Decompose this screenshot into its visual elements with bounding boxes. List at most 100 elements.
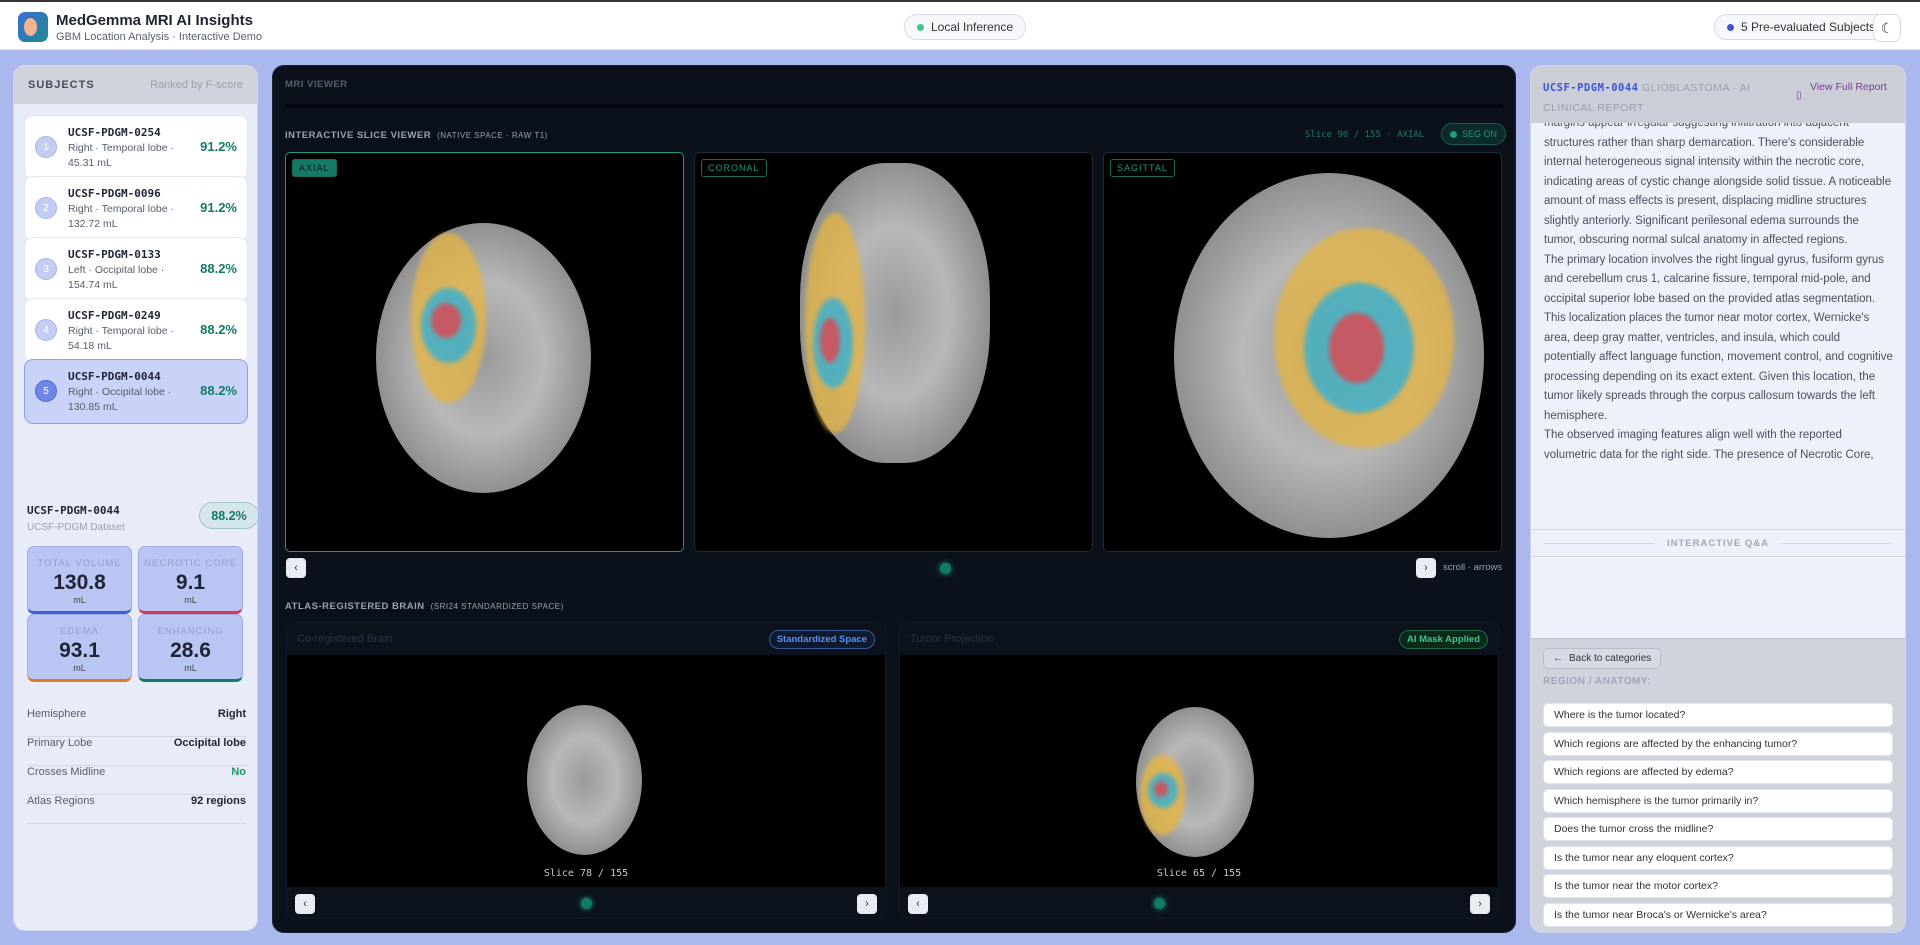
subject-card[interactable]: 4 UCSF-PDGM-0249 Right · Temporal lobe ·… bbox=[24, 298, 248, 363]
subject-id: UCSF-PDGM-0133 bbox=[68, 248, 161, 261]
next-slice-button[interactable]: › bbox=[1470, 894, 1490, 914]
metric-label: TOTAL VOLUME bbox=[37, 558, 122, 569]
row-value: No bbox=[231, 766, 246, 778]
view-label: CORONAL bbox=[701, 159, 767, 177]
subject-desc: Right · Temporal lobe · 132.72 mL bbox=[68, 203, 175, 230]
sagittal-view[interactable]: SAGITTAL bbox=[1103, 152, 1502, 552]
question-button[interactable]: Where is the tumor located? bbox=[1543, 703, 1893, 727]
subject-desc: Right · Occipital lobe · 130.85 mL bbox=[68, 386, 172, 413]
row-value: 92 regions bbox=[190, 795, 246, 807]
status-dot-icon bbox=[917, 23, 924, 31]
metric-card: EDEMA 93.1 mL bbox=[27, 614, 132, 682]
rank-badge: 4 bbox=[35, 319, 57, 341]
slice-label: Slice 65 / 155 bbox=[1156, 868, 1242, 879]
row-label: Hemisphere bbox=[27, 708, 87, 720]
slice-viewer-subtitle: (NATIVE SPACE · RAW T1) bbox=[437, 131, 548, 140]
report-text[interactable]: margins appear irregular suggesting infi… bbox=[1544, 123, 1894, 529]
slice-info: Slice 90 / 155 · AXIAL bbox=[1305, 130, 1425, 140]
rank-badge: 5 bbox=[35, 380, 57, 402]
atlas-title: ATLAS-REGISTERED BRAIN bbox=[285, 601, 425, 612]
question-button[interactable]: Which regions are affected by edema? bbox=[1543, 760, 1893, 784]
info-row: Atlas Regions 92 regions bbox=[27, 795, 246, 824]
subject-card[interactable]: 2 UCSF-PDGM-0096 Right · Temporal lobe ·… bbox=[24, 176, 248, 241]
info-row: Hemisphere Right bbox=[27, 708, 246, 737]
subject-id: UCSF-PDGM-0254 bbox=[68, 126, 161, 139]
panel-title: Co-registered Brain bbox=[297, 633, 393, 645]
coregistered-brain-panel: Co-registered Brain Standardized Space Sl… bbox=[286, 622, 886, 919]
question-button[interactable]: Is the tumor near Broca's or Wernicke's … bbox=[1543, 902, 1893, 927]
subjects-count-label: 5 Pre-evaluated Subjects bbox=[1741, 20, 1876, 34]
subject-desc: Right · Temporal lobe · 54.18 mL bbox=[68, 325, 175, 352]
back-label: Back to categories bbox=[1569, 653, 1652, 664]
question-button[interactable]: Which regions are affected by the enhanc… bbox=[1543, 731, 1893, 756]
atlas-subtitle: (SRI24 STANDARDIZED SPACE) bbox=[430, 602, 564, 611]
question-button[interactable]: Is the tumor near the motor cortex? bbox=[1543, 874, 1893, 898]
subject-card[interactable]: 5 UCSF-PDGM-0044 Right · Occipital lobe … bbox=[24, 359, 248, 424]
subjects-panel: SUBJECTS Ranked by F-score 1 UCSF-PDGM-02… bbox=[13, 65, 258, 931]
metric-unit: mL bbox=[184, 663, 197, 673]
metric-label: ENHANCING bbox=[157, 626, 224, 637]
slice-slider-handle[interactable] bbox=[1154, 898, 1165, 909]
subject-id: UCSF-PDGM-0044 bbox=[68, 370, 161, 383]
report-title: GLIOBLASTOMA · AI CLINICAL REPORT bbox=[1543, 82, 1751, 114]
subject-desc: Left · Occipital lobe · 154.74 mL bbox=[68, 264, 165, 291]
seg-toggle[interactable]: SEG ON bbox=[1441, 123, 1507, 145]
metric-card: ENHANCING 28.6 mL bbox=[138, 614, 243, 682]
metric-unit: mL bbox=[73, 663, 86, 673]
report-subject-id: UCSF-PDGM-0044 bbox=[1543, 82, 1639, 94]
brain-logo-icon bbox=[18, 12, 48, 42]
back-to-categories-button[interactable]: ← Back to categories bbox=[1543, 648, 1662, 669]
metric-value: 28.6 bbox=[170, 639, 211, 662]
slice-slider-handle[interactable] bbox=[940, 563, 951, 574]
row-label: Primary Lobe bbox=[27, 737, 93, 749]
metric-card: NECROTIC CORE 9.1 mL bbox=[138, 546, 243, 614]
theme-toggle-moon-icon[interactable]: ☾ bbox=[1873, 14, 1901, 42]
subject-card[interactable]: 3 UCSF-PDGM-0133 Left · Occipital lobe ·… bbox=[24, 237, 248, 302]
prev-slice-button[interactable]: ‹ bbox=[286, 558, 306, 578]
toggle-dot-icon bbox=[1450, 130, 1457, 138]
rank-badge: 2 bbox=[35, 197, 57, 219]
qa-divider: INTERACTIVE Q&A bbox=[1531, 529, 1905, 557]
prev-slice-button[interactable]: ‹ bbox=[908, 894, 928, 914]
rank-badge: 1 bbox=[35, 136, 57, 158]
subjects-count-badge: 5 Pre-evaluated Subjects bbox=[1714, 14, 1889, 40]
metric-value: 9.1 bbox=[175, 571, 206, 594]
divider bbox=[285, 104, 1503, 108]
category-label: REGION / ANATOMY: bbox=[1543, 676, 1652, 687]
info-row: Crosses Midline No bbox=[27, 766, 246, 795]
slice-slider-handle[interactable] bbox=[581, 898, 592, 909]
report-paragraph: The primary location involves the right … bbox=[1544, 253, 1893, 422]
subject-score: 91.2% bbox=[200, 200, 237, 215]
row-label: Crosses Midline bbox=[27, 766, 106, 778]
next-slice-button[interactable]: › bbox=[1416, 558, 1436, 578]
ai-mask-badge: AI Mask Applied bbox=[1398, 629, 1488, 649]
mri-viewer-panel: MRI VIEWER INTERACTIVE SLICE VIEWER (NATI… bbox=[272, 65, 1516, 933]
metric-label: EDEMA bbox=[60, 626, 99, 637]
view-full-report-link[interactable]: ▯ View Full Report bbox=[1796, 80, 1896, 101]
coronal-view[interactable]: CORONAL bbox=[694, 152, 1093, 552]
subject-card[interactable]: 1 UCSF-PDGM-0254 Right · Temporal lobe ·… bbox=[24, 115, 248, 180]
row-value: Right bbox=[217, 708, 246, 720]
question-button[interactable]: Does the tumor cross the midline? bbox=[1543, 817, 1893, 841]
metric-value: 93.1 bbox=[59, 639, 100, 662]
subject-score: 88.2% bbox=[200, 261, 237, 276]
report-paragraph: margins appear irregular suggesting infi… bbox=[1544, 123, 1892, 246]
view-label: AXIAL bbox=[292, 159, 337, 177]
report-panel: UCSF-PDGM-0044 GLIOBLASTOMA · AI CLINICA… bbox=[1530, 65, 1906, 933]
status-dot-icon bbox=[1727, 23, 1734, 31]
report-paragraph: The observed imaging features align well… bbox=[1544, 429, 1874, 461]
slice-viewer-title: INTERACTIVE SLICE VIEWER bbox=[285, 130, 432, 141]
arrow-left-icon: ← bbox=[1553, 653, 1563, 664]
prev-slice-button[interactable]: ‹ bbox=[295, 894, 315, 914]
next-slice-button[interactable]: › bbox=[857, 894, 877, 914]
detail-subject-id: UCSF-PDGM-0044 bbox=[27, 504, 120, 517]
view-label: SAGITTAL bbox=[1110, 159, 1175, 177]
question-button[interactable]: Is the tumor near any eloquent cortex? bbox=[1543, 845, 1893, 870]
local-inference-badge: Local Inference bbox=[904, 14, 1027, 40]
question-button[interactable]: Which hemisphere is the tumor primarily … bbox=[1543, 788, 1893, 813]
axial-view[interactable]: AXIAL bbox=[285, 152, 684, 552]
detail-score-badge: 88.2% bbox=[199, 502, 257, 529]
metric-card: TOTAL VOLUME 130.8 mL bbox=[27, 546, 132, 614]
row-label: Atlas Regions bbox=[27, 795, 95, 807]
slice-label: Slice 78 / 155 bbox=[543, 868, 629, 879]
